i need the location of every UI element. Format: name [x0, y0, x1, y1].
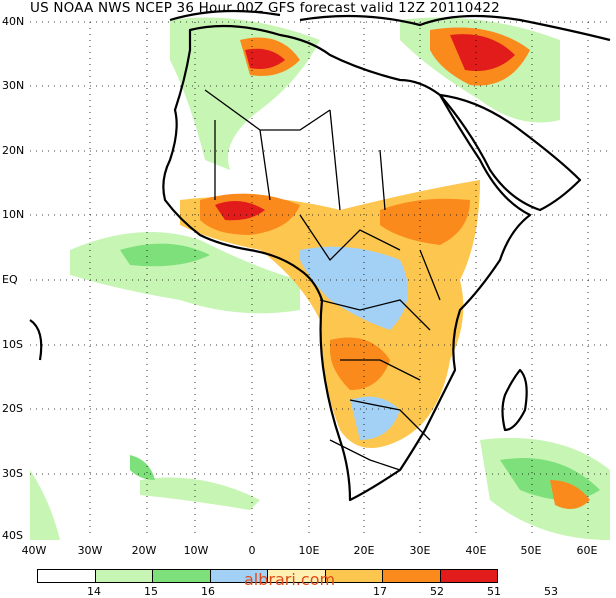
- lat-label-eq: EQ: [2, 273, 18, 286]
- lon-label-10e: 10E: [298, 544, 320, 557]
- orange-south: [330, 337, 390, 390]
- central-yellow: [180, 180, 480, 448]
- legend-label-3: 16: [201, 585, 215, 598]
- borders: [204, 89, 441, 471]
- legend-swatch-3: [152, 569, 211, 583]
- africa-coast: [162, 24, 532, 502]
- lon-label-50e: 50E: [520, 544, 542, 557]
- green-sw-patch: [130, 455, 155, 480]
- lat-label-20s: 20S: [2, 402, 23, 415]
- orange-se: [550, 480, 590, 509]
- lon-label-20e: 20E: [353, 544, 375, 557]
- lon-label-20w: 20W: [131, 544, 157, 557]
- lat-label-20n: 20N: [2, 144, 25, 157]
- light-green-south-atlantic: [140, 477, 260, 510]
- red-mideast: [450, 34, 515, 71]
- legend-label-7: 53: [544, 585, 558, 598]
- red-west: [215, 201, 265, 221]
- green-atlantic: [120, 243, 210, 267]
- legend-label-6: 51: [487, 585, 501, 598]
- legend-label-1: 14: [87, 585, 101, 598]
- madagascar: [501, 368, 528, 432]
- precip-field: [30, 17, 610, 540]
- legend-label-2: 15: [144, 585, 158, 598]
- lon-label-0: 0: [248, 544, 256, 557]
- lat-label-10s: 10S: [2, 338, 23, 351]
- europe: [169, 9, 611, 42]
- light-green-sw: [30, 470, 60, 540]
- graticule: [30, 21, 610, 538]
- lon-label-10w: 10W: [183, 544, 209, 557]
- west-coast-sw: [29, 319, 43, 361]
- lat-label-30s: 30S: [2, 467, 23, 480]
- legend-swatch-1: [37, 569, 96, 583]
- lon-label-60e: 60E: [576, 544, 598, 557]
- arabia: [438, 93, 582, 212]
- lon-label-30w: 30W: [77, 544, 103, 557]
- red-north: [245, 48, 285, 69]
- lon-label-40w: 40W: [21, 544, 47, 557]
- lon-label-40e: 40E: [465, 544, 487, 557]
- lat-label-40n: 40N: [2, 15, 25, 28]
- lat-label-10n: 10N: [2, 208, 25, 221]
- legend-label-4: 17: [373, 585, 387, 598]
- lat-label-30n: 30N: [2, 79, 25, 92]
- legend-swatch-2: [94, 569, 153, 583]
- legend-swatch-7: [382, 569, 441, 583]
- watermark: albrari.com: [244, 570, 336, 589]
- map-title: US NOAA NWS NCEP 36 Hour 00Z GFS forecas…: [30, 0, 500, 16]
- legend-label-5: 52: [430, 585, 444, 598]
- lat-label-40s: 40S: [2, 529, 23, 542]
- orange-east: [380, 198, 470, 245]
- legend-swatch-8: [439, 569, 498, 583]
- lon-label-30e: 30E: [409, 544, 431, 557]
- central-blue: [300, 246, 408, 330]
- coastlines: [29, 9, 611, 502]
